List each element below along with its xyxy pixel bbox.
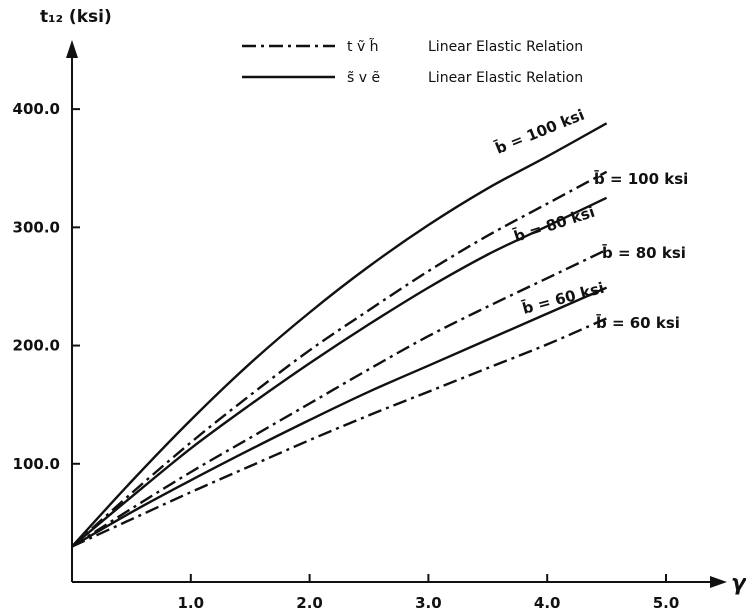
- label-solid-60: b̄ = 60 ksi: [519, 277, 606, 318]
- legend-label-solid: Linear Elastic Relation: [428, 70, 583, 86]
- y-tick-label: 200.0: [13, 337, 60, 355]
- series-line-solid-4: [71, 286, 608, 548]
- x-tick-label: 3.0: [415, 594, 442, 611]
- y-axis-arrow: [66, 40, 78, 58]
- legend-label-dashdot: Linear Elastic Relation: [428, 39, 583, 55]
- curve-labels: b̄ = 100 ksi b̄ = 100 ksi b̄ = 80 ksi b̄…: [492, 104, 689, 332]
- x-tick-label: 5.0: [653, 594, 680, 611]
- y-ticks: 100.0 200.0 300.0 400.0: [13, 100, 80, 473]
- series-line-dashdot-3: [71, 248, 608, 548]
- label-dashdot-60: b̄ = 60 ksi: [595, 312, 680, 332]
- y-axis-title: t₁₂ (ksi): [40, 7, 112, 27]
- series-line-dashdot-5: [71, 317, 608, 548]
- series-line-dashdot-1: [71, 170, 608, 548]
- label-solid-100: b̄ = 100 ksi: [492, 104, 587, 158]
- x-tick-label: 2.0: [296, 594, 323, 611]
- x-ticks: 1.0 2.0 3.0 4.0 5.0: [178, 574, 680, 611]
- series-line-solid-2: [71, 196, 608, 548]
- y-tick-label: 300.0: [13, 218, 60, 236]
- label-solid-80: b̄ = 80 ksi: [511, 201, 597, 246]
- x-tick-label: 1.0: [178, 594, 205, 611]
- legend-symbol-solid: s̃ v ẽ: [347, 70, 380, 86]
- y-tick-label: 100.0: [13, 455, 60, 473]
- x-tick-label: 4.0: [534, 594, 561, 611]
- x-axis-title: γ: [731, 571, 746, 596]
- label-dashdot-80: b̄ = 80 ksi: [601, 242, 686, 262]
- x-axis-arrow: [710, 576, 727, 588]
- y-tick-label: 400.0: [13, 100, 60, 118]
- series-line-solid-0: [71, 122, 608, 548]
- axes: [66, 40, 727, 588]
- legend: t ṽ h̃ Linear Elastic Relation s̃ v ẽ Li…: [242, 38, 583, 86]
- series-layer: [71, 122, 608, 548]
- label-dashdot-100: b̄ = 100 ksi: [593, 168, 688, 188]
- legend-symbol-dashdot: t ṽ h̃: [347, 38, 379, 55]
